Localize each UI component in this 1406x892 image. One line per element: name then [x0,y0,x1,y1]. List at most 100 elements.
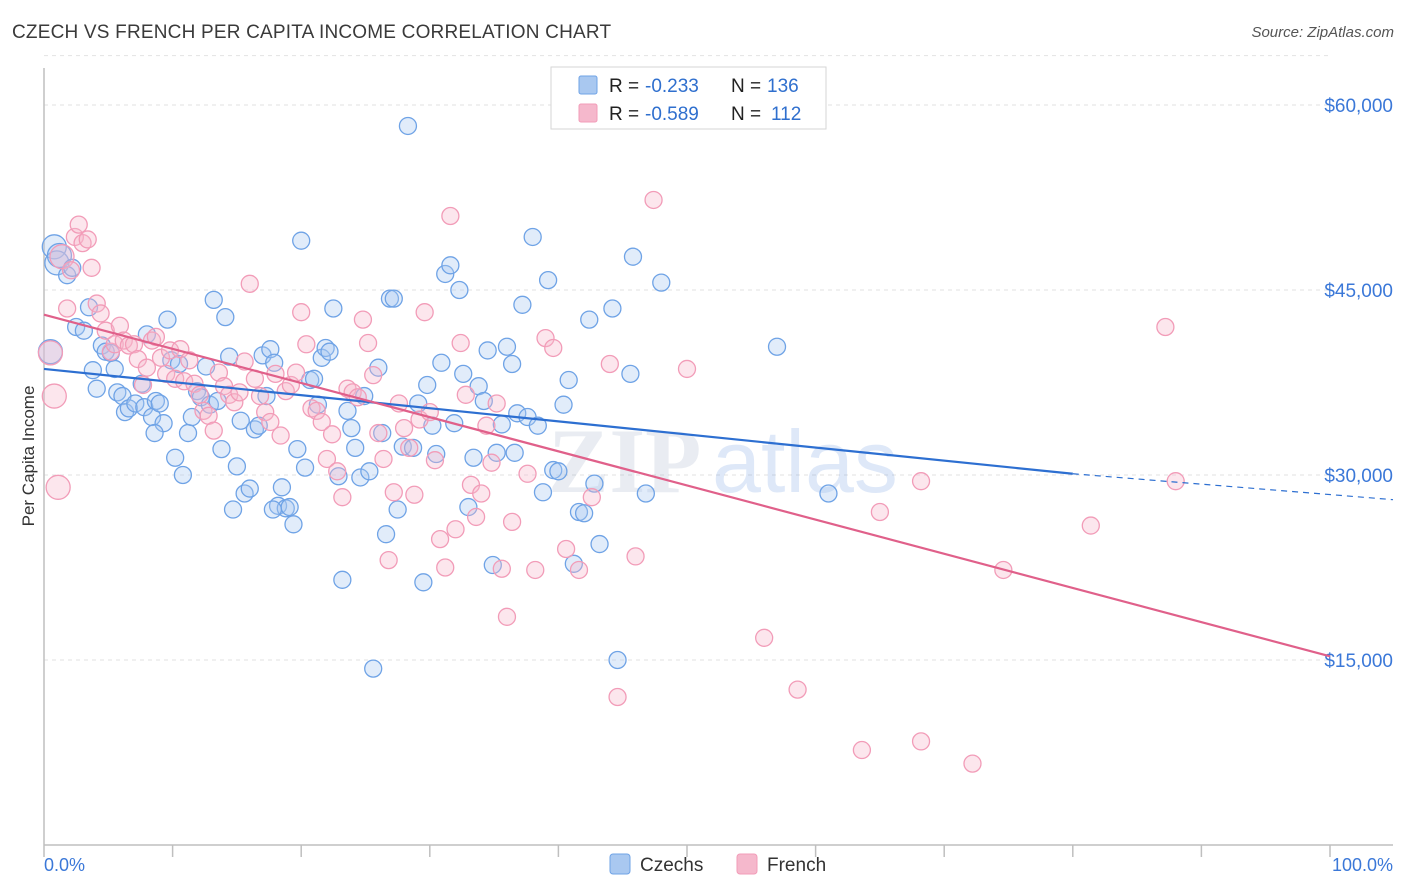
legend: Czechs French [609,853,826,876]
czechs-point [46,242,73,269]
stats-n-value-french: 112 [771,104,801,125]
french-point [317,449,337,469]
czechs-point [398,116,418,136]
stats-swatch-french [578,103,598,123]
czechs-point [513,295,532,314]
czechs-point [388,500,407,519]
french-point [466,507,486,527]
czechs-point [150,394,169,413]
legend-label-czechs: Czechs [640,855,703,876]
french-point [358,333,378,353]
french-point [204,421,223,440]
czechs-point [295,458,315,477]
french-point [292,303,311,322]
french-point [190,385,209,404]
czechs-point [240,479,259,498]
czechs-point [227,457,247,476]
french-point [492,559,511,578]
czechs-point [158,310,177,329]
czechs-point [590,534,609,554]
czechs-point [478,341,497,360]
french-point [482,453,501,472]
french-point [502,512,522,532]
french-point [374,449,393,469]
czechs-point [418,375,437,395]
czechs-point [288,439,307,459]
czechs-point [178,423,198,443]
french-point [333,488,352,507]
chart-source: Source: ZipAtlas.com [1251,24,1394,41]
czechs-point [231,411,250,430]
french-point [536,328,555,348]
czechs-point [436,264,455,284]
czechs-trend-line [43,367,1073,475]
czechs-point [223,500,243,519]
french-point [312,412,331,432]
czechs-point [204,290,223,310]
french-point [105,335,124,354]
french-point [518,464,537,483]
french-point [852,740,872,760]
french-point [322,425,342,444]
french-point [487,394,506,413]
czechs-point [292,231,311,250]
czechs-point [454,364,473,384]
czechs-point [819,484,838,503]
czechs-point [636,484,655,503]
czechs-point [364,659,383,678]
french-point [911,472,931,491]
czechs-point [559,370,578,390]
czechs-point [105,359,124,379]
czechs-point [585,474,604,493]
french-point [209,363,229,382]
y-tick-label: $60,000 [1324,96,1393,117]
watermark-zip: ZIP [548,410,701,512]
french-point [82,258,101,277]
czechs-point [235,484,254,503]
stats-n-value-czechs: 136 [767,76,799,97]
stats-box: R = -0.233 N = 136 R = -0.589 N = 112 [550,66,827,130]
czechs-point [126,394,145,413]
zipatlas-watermark: ZIP atlas [548,410,898,512]
french-point [870,502,890,522]
french-point [37,340,64,366]
czechs-point [87,379,106,398]
french-point [353,310,373,329]
stats-n-label-french: N = [731,104,761,125]
czechs-point [263,500,283,519]
stats-swatch-czechs [578,75,598,95]
czechs-point [492,415,511,434]
french-point [180,351,199,370]
czechs-point [83,361,103,380]
y-tick-label: $45,000 [1324,281,1393,302]
czechs-point [173,465,193,485]
czechs-point [212,439,231,459]
czechs-point [169,354,189,374]
czechs-point [441,256,460,275]
french-point [1156,317,1175,337]
czechs-point [580,310,599,329]
french-point [451,333,470,353]
french-point [328,462,347,481]
czechs-point [166,448,185,467]
french-point [194,401,213,421]
french-point [297,335,316,354]
czechs-point [261,340,280,359]
french-point [78,230,97,249]
czechs-point [497,337,517,356]
czechs-point [280,497,299,517]
french-point [307,401,326,421]
french-point [61,261,81,280]
czechs-point [483,555,502,575]
czechs-point [603,299,622,318]
french-point [133,375,153,395]
french-point [556,539,576,559]
x-tick-label: 0.0% [44,855,85,875]
legend-swatch-czechs [609,853,631,875]
tick-labels: $15,000 $30,000 $45,000 $60,000 0.0% 100.0% [43,96,1393,875]
stats-r-label-czechs: R = [609,76,639,97]
czechs-point [384,289,403,308]
french-point [230,383,249,402]
french-point [644,190,663,210]
y-axis-label: Per Capita Income [19,386,38,527]
